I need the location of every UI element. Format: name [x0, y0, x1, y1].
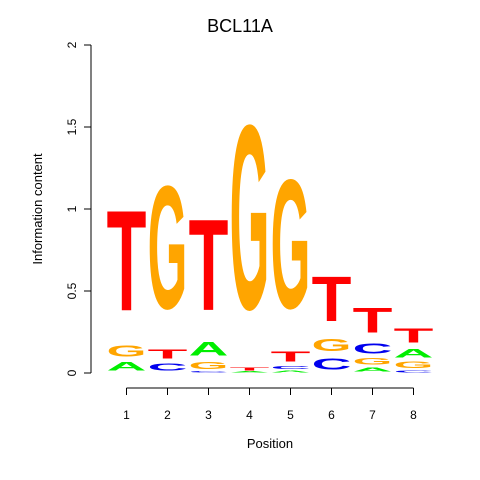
logo-letter-T: T — [271, 348, 311, 364]
stack-position-4: ATG — [230, 71, 270, 373]
logo-letter-A: A — [107, 360, 147, 373]
logo-letter-G: G — [107, 342, 147, 360]
x-tick-label: 4 — [246, 408, 253, 422]
x-tick-label: 1 — [123, 408, 130, 422]
logo-letter-C: C — [353, 340, 393, 356]
logo-letter-G: G — [230, 71, 270, 365]
x-tick-label: 5 — [287, 408, 294, 422]
logo-letter-A: A — [230, 371, 270, 373]
logo-letter-G: G — [271, 140, 311, 347]
logo-letter-A: A — [394, 347, 434, 360]
logo-letter-C: C — [189, 371, 229, 373]
logo-letter-G: G — [353, 357, 393, 367]
logo-letter-G: G — [312, 335, 352, 355]
y-tick-label: 1 — [65, 205, 79, 212]
x-axis-label: Position — [247, 436, 293, 451]
logo-letter-G: G — [148, 151, 188, 347]
logo-letter-T: T — [312, 262, 352, 335]
x-axis: 1 2 3 4 5 6 7 8 — [123, 387, 417, 422]
stack-position-1: AGT — [107, 180, 147, 373]
x-tick-label: 8 — [410, 408, 417, 422]
x-tick-label: 2 — [164, 408, 171, 422]
x-tick-label: 3 — [205, 408, 212, 422]
logo-letter-C: C — [148, 362, 188, 373]
logo-letter-C: C — [394, 370, 434, 373]
logo-letter-G: G — [189, 360, 229, 371]
logo-letter-T: T — [148, 347, 188, 362]
y-tick-label: 2 — [65, 41, 79, 48]
stack-position-6: CGT — [312, 262, 352, 373]
logo-letter-T: T — [353, 302, 393, 341]
y-tick-label: 0.5 — [65, 282, 79, 299]
logo-letter-A: A — [353, 367, 393, 373]
logo-letter-T: T — [107, 180, 147, 341]
stack-position-2: CTG — [148, 151, 188, 373]
x-tick-label: 7 — [369, 408, 376, 422]
logo-letter-T: T — [394, 324, 434, 347]
logo-letter-T: T — [189, 192, 229, 337]
y-axis: 0 0.5 1 1.5 2 — [65, 41, 92, 376]
y-tick-label: 1.5 — [65, 118, 79, 135]
logo-letter-T: T — [230, 366, 270, 371]
y-tick-label: 0 — [65, 369, 79, 376]
logo-letter-A: A — [189, 339, 229, 360]
logo-letter-A: A — [271, 370, 311, 373]
logo-letter-G: G — [394, 360, 434, 370]
chart-title: BCL11A — [207, 16, 273, 36]
logo-letter-C: C — [312, 355, 352, 373]
y-axis-label: Information content — [30, 153, 45, 265]
x-tick-label: 6 — [328, 408, 335, 422]
logo-letter-C: C — [271, 365, 311, 370]
